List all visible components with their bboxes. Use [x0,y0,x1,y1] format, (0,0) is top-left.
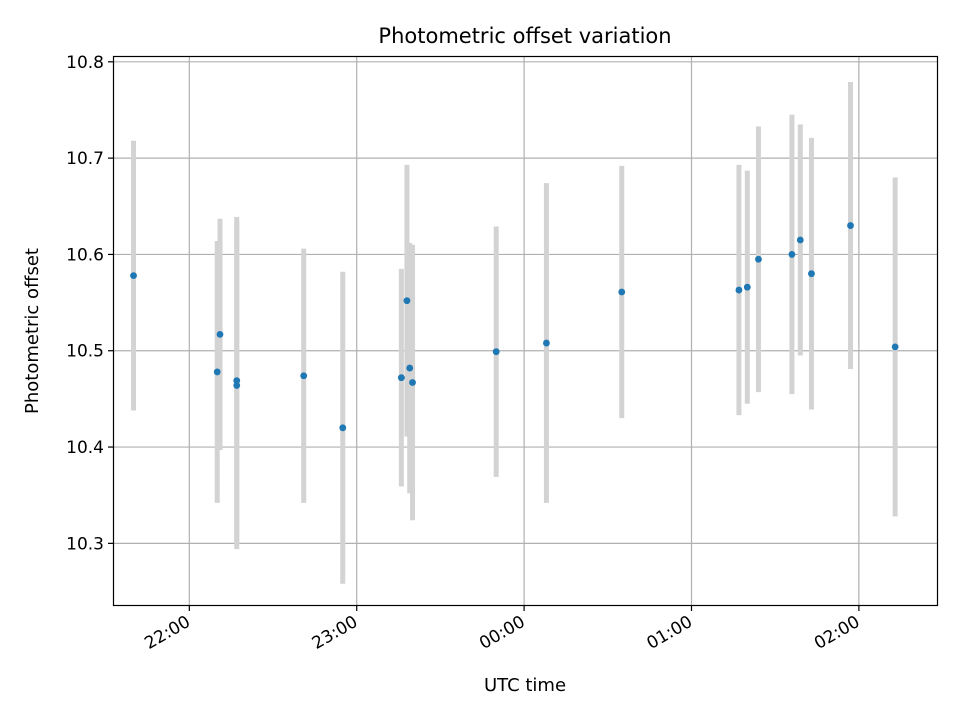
data-point [796,236,804,244]
data-point [891,343,899,351]
data-points [130,222,899,432]
data-point [743,283,751,291]
y-axis-label: Photometric offset [22,248,43,414]
data-point [788,251,796,258]
data-point [808,270,815,278]
data-point [300,372,308,380]
data-point [233,382,241,389]
chart-title: Photometric offset variation [378,24,671,48]
data-point [543,339,550,347]
data-point [216,330,224,338]
data-point [130,272,137,280]
x-axis-label: UTC time [484,675,566,696]
y-tick-label: 10.5 [66,342,104,362]
data-point [213,368,221,376]
data-point [735,286,743,294]
data-point [406,364,414,372]
data-point [755,255,762,263]
data-point [492,348,500,356]
data-point [403,297,411,305]
y-tick-label: 10.3 [66,534,104,554]
data-point [233,377,241,384]
plot-frame [112,55,939,607]
y-axis-ticks: 10.3 10.4 10.5 10.6 10.7 10.8 [66,53,114,554]
data-point [847,222,854,229]
y-tick-label: 10.6 [66,245,104,265]
data-point [339,424,347,432]
data-point [409,379,416,386]
y-tick-label: 10.8 [66,53,104,73]
y-tick-label: 10.4 [66,438,104,458]
y-tick-label: 10.7 [66,149,104,169]
data-point [397,374,405,382]
data-point [618,288,626,296]
